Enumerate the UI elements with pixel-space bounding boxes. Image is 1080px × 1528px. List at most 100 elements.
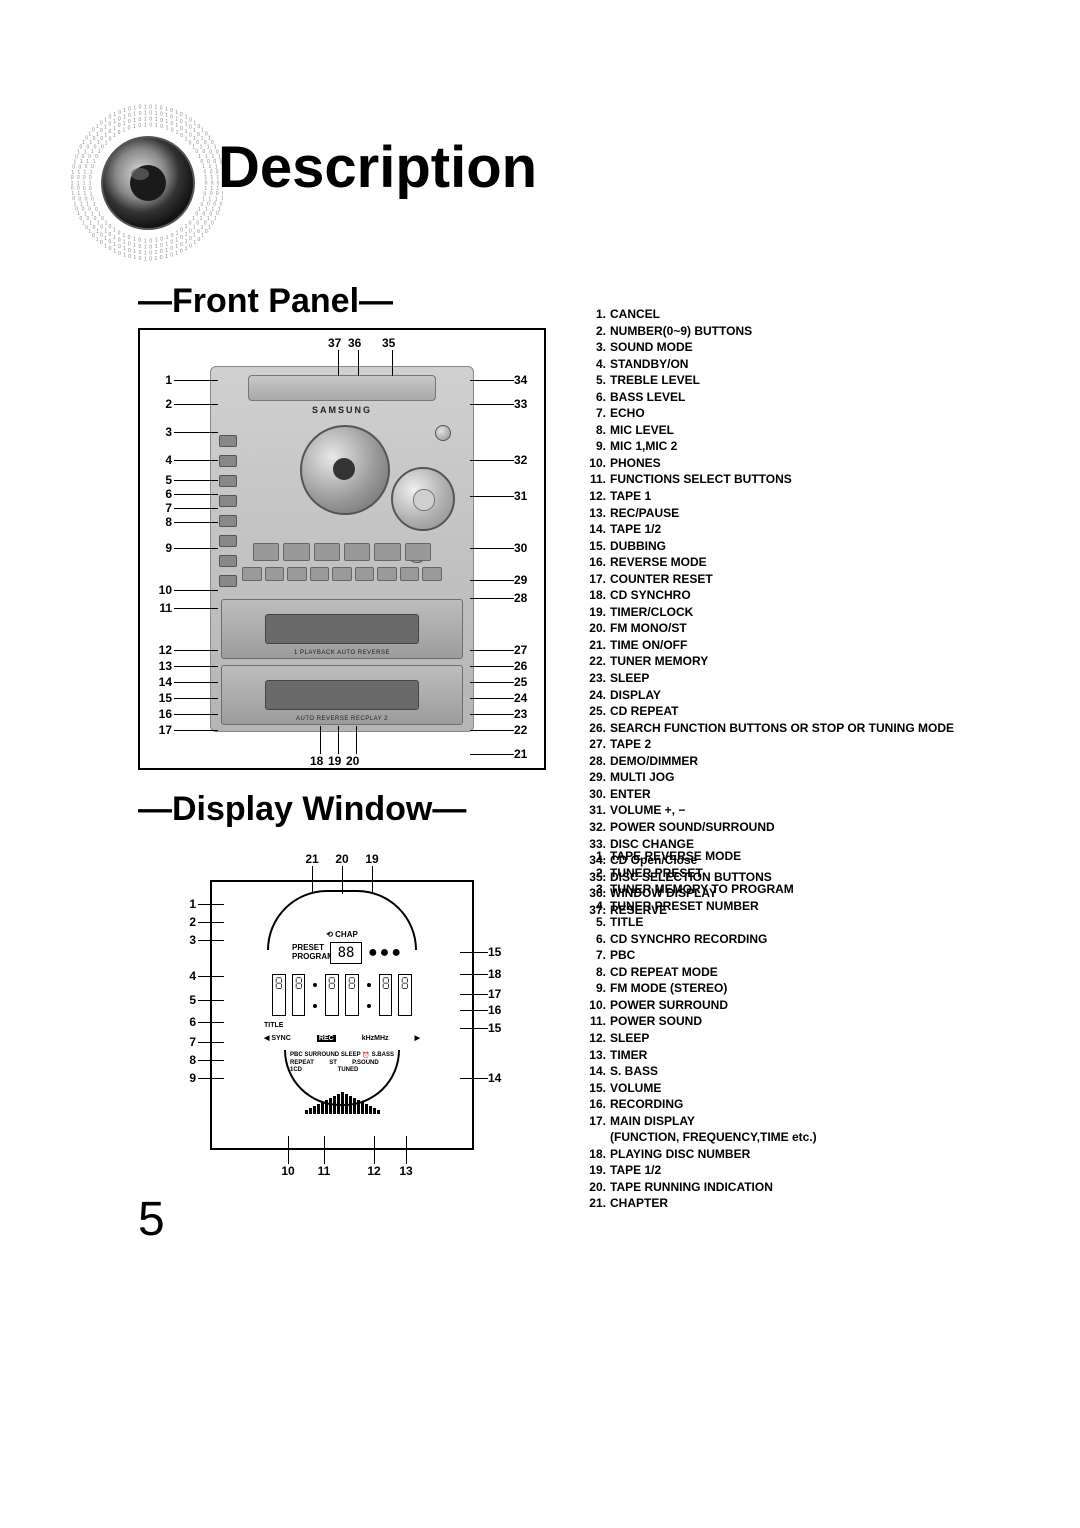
callout-number: 21 [300,852,324,866]
svg-text:1: 1 [104,228,107,234]
svg-text:0: 0 [86,216,89,222]
svg-text:0: 0 [91,164,94,170]
svg-text:0: 0 [89,186,92,192]
svg-text:1: 1 [185,136,188,142]
svg-text:0: 0 [180,235,183,241]
svg-text:1: 1 [207,216,210,222]
svg-text:0: 0 [189,140,192,146]
svg-text:1: 1 [155,238,158,244]
svg-text:0: 0 [195,212,198,218]
svg-text:0: 0 [109,224,112,230]
legend-item: SOUND MODE [582,339,1012,356]
svg-text:0: 0 [100,240,103,246]
svg-text:1: 1 [133,118,136,124]
svg-text:0: 0 [100,233,103,239]
svg-text:1: 1 [214,216,217,222]
callout-number: 27 [514,643,538,657]
page-title: Description [218,134,537,201]
svg-text:1: 1 [98,212,101,218]
callout-number: 16 [152,707,172,721]
svg-text:0: 0 [72,196,75,202]
callout-number: 18 [310,754,323,768]
svg-text:0: 0 [109,239,112,245]
svg-text:1: 1 [144,122,147,128]
callout-number: 24 [514,691,538,705]
svg-text:1: 1 [71,191,74,197]
callout-number: 34 [514,373,538,387]
svg-text:0: 0 [160,124,163,130]
front-panel-legend: CANCELNUMBER(0~9) BUTTONSSOUND MODESTAND… [582,306,1012,918]
svg-text:0: 0 [180,242,183,248]
callout-number: 8 [152,515,172,529]
low-button-row [242,567,441,581]
mid-button-row [253,543,431,561]
speaker-logo-graphic: 0101010101010101010101010101010101010101… [58,98,223,263]
callout-number: 13 [394,1164,418,1178]
callout-number: 19 [360,852,384,866]
callout-number: 28 [514,591,538,605]
main-segment-display [272,974,412,1016]
legend-item: TAPE 1/2 [582,1162,1012,1179]
svg-text:0: 0 [170,240,173,246]
svg-text:1: 1 [193,225,196,231]
svg-text:1: 1 [155,123,158,129]
svg-text:1: 1 [193,120,196,126]
svg-text:1: 1 [133,237,136,243]
device-body: SAMSUNG 1 PLAYBACK AUTO REVERSE AUTO REV… [210,366,474,732]
dial-indicator [267,890,417,950]
callout-number: 2 [152,397,172,411]
svg-text:0: 0 [78,164,81,170]
svg-text:0: 0 [78,196,81,202]
svg-text:1: 1 [176,231,179,237]
svg-text:1: 1 [77,191,80,197]
svg-text:1: 1 [176,130,179,136]
legend-item: TAPE 2 [582,736,1012,753]
svg-text:1: 1 [166,126,169,132]
svg-text:0: 0 [101,144,104,150]
svg-text:1: 1 [91,212,94,218]
multi-jog-dial [391,467,455,531]
svg-text:1: 1 [185,129,188,135]
legend-item: MULTI JOG [582,769,1012,786]
svg-text:0: 0 [89,175,92,181]
legend-item: RECORDING [582,1096,1012,1113]
svg-text:1: 1 [123,253,126,259]
svg-text:1: 1 [74,201,77,207]
display-window-diagram: ⟲ CHAP PRESETPROGRAM 88 ●●● TITLE ◀ SYNC… [138,850,546,1180]
svg-text:0: 0 [118,130,121,136]
svg-text:1: 1 [175,251,178,257]
callout-number: 16 [488,1003,510,1017]
callout-number: 10 [276,1164,300,1178]
svg-text:0: 0 [92,233,95,239]
svg-text:1: 1 [193,128,196,134]
brand-label: SAMSUNG [211,405,473,415]
svg-text:0: 0 [77,186,80,192]
svg-text:1: 1 [144,244,147,250]
callout-number: 14 [488,1071,510,1085]
legend-item: SLEEP [582,670,1012,687]
svg-text:0: 0 [170,114,173,120]
svg-text:0: 0 [180,112,183,118]
cd-tray [248,375,437,401]
callout-number: 12 [362,1164,386,1178]
svg-text:1: 1 [208,225,211,231]
svg-text:0: 0 [160,118,163,124]
svg-text:1: 1 [144,238,147,244]
svg-text:0: 0 [128,107,131,113]
svg-text:1: 1 [84,191,87,197]
svg-text:1: 1 [175,237,178,243]
svg-text:0: 0 [189,243,192,249]
svg-text:0: 0 [118,251,121,257]
legend-item: POWER SOUND/SURROUND [582,819,1012,836]
svg-text:0: 0 [197,229,200,235]
legend-item: CD SYNCHRO RECORDING [582,931,1012,948]
svg-text:0: 0 [138,238,141,244]
svg-text:0: 0 [202,212,205,218]
svg-text:0: 0 [93,225,96,231]
chap-label: ⟲ CHAP [326,930,358,939]
svg-text:1: 1 [133,249,136,255]
svg-text:1: 1 [175,123,178,129]
legend-item: CHAPTER [582,1195,1012,1212]
svg-text:1: 1 [144,250,147,256]
svg-text:1: 1 [113,133,116,139]
